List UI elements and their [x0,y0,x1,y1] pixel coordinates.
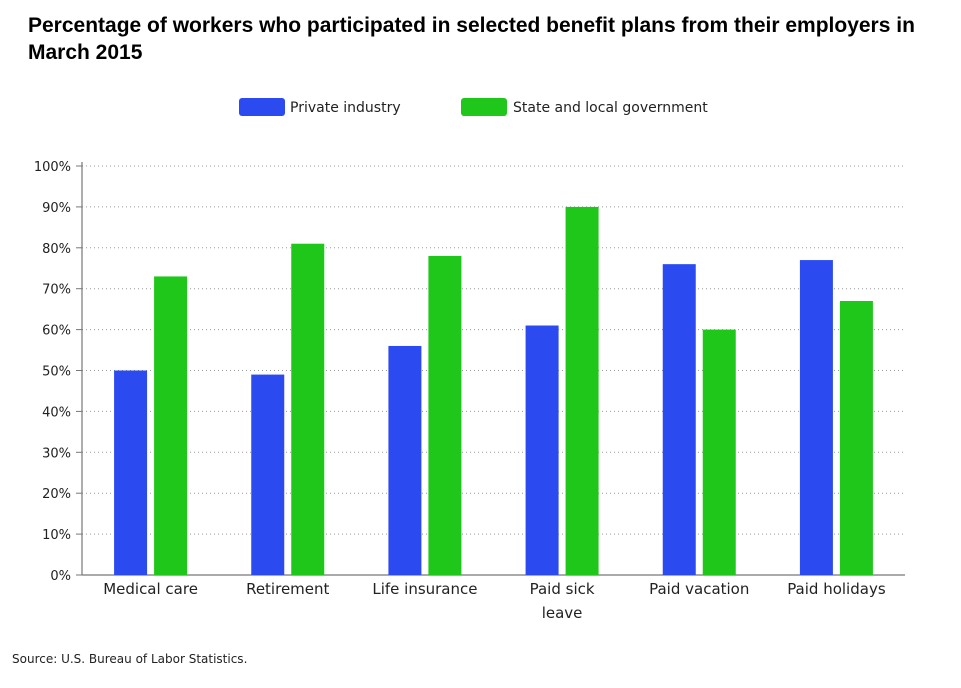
bar-private-industry [114,370,148,575]
bar-state-local-government [839,300,873,575]
bar-private-industry [388,345,422,575]
y-tick-label: 70% [42,283,71,298]
y-tick-label: 80% [42,242,71,257]
y-tick-label: 0% [50,569,71,584]
bar-private-industry [251,374,285,575]
bar-state-local-government [154,276,188,575]
x-category-label: Paid holidays [787,580,886,598]
bar-state-local-government [702,329,736,575]
legend-swatch [461,98,507,116]
bar-private-industry [662,264,696,575]
x-category-label: Paid sick [530,580,595,598]
y-tick-label: 50% [42,365,71,380]
source-note: Source: U.S. Bureau of Labor Statistics. [12,652,248,666]
x-category-label: Retirement [246,580,329,598]
bar-state-local-government [291,243,325,575]
bar-private-industry [525,325,559,575]
y-tick-label: 60% [42,324,71,339]
x-category-label: leave [542,604,583,622]
y-tick-label: 40% [42,405,71,420]
y-tick-label: 90% [42,201,71,216]
legend: Private industry State and local governme… [239,98,708,116]
y-tick-label: 20% [42,487,71,502]
x-category-label: Medical care [103,580,198,598]
bar-state-local-government [565,206,599,575]
x-category-label: Life insurance [372,580,477,598]
y-tick-label: 10% [42,528,71,543]
bar-private-industry [799,260,833,575]
y-tick-label: 30% [42,446,71,461]
axes [76,162,905,576]
legend-label: Private industry [290,100,401,116]
x-axis-category-labels: Medical care Retirement Life insurance Paid… [103,580,886,622]
legend-swatch [239,98,285,116]
bar-state-local-government [428,255,462,576]
x-category-label: Paid vacation [649,580,749,598]
y-axis-tick-labels: 0% 10% 20% 30% 40% 50% 60% 70% 80% 90% 100% [34,160,71,584]
chart-title: Percentage of workers who participated i… [28,14,915,64]
bars [114,206,873,576]
gridlines [82,165,905,535]
y-tick-label: 100% [34,160,71,175]
legend-label: State and local government [513,100,708,116]
